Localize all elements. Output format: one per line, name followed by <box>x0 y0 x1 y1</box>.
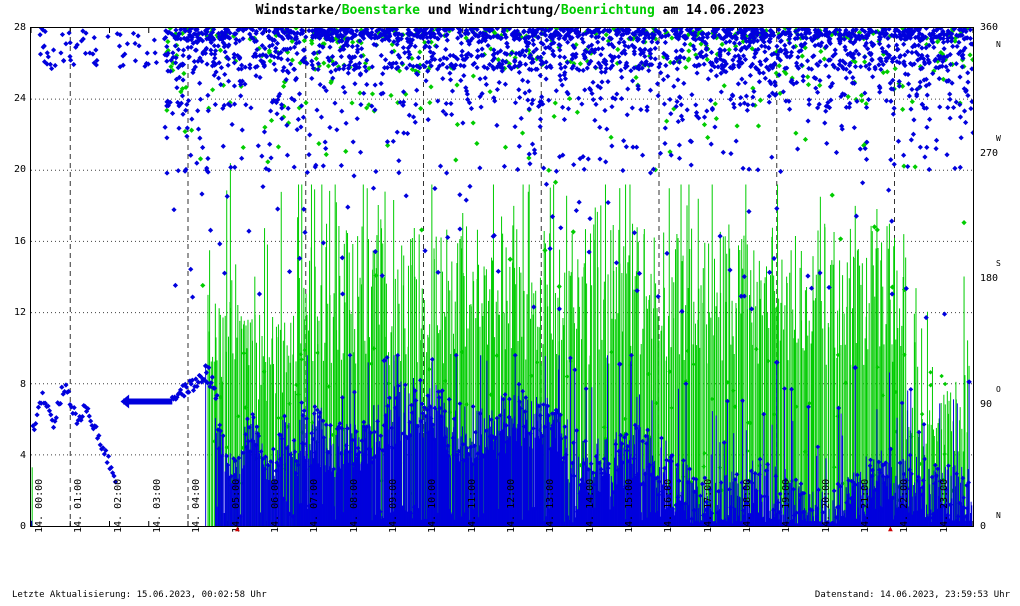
title-part-windstarke: Windstarke/ <box>255 3 342 18</box>
direction-label-n-top: N <box>996 40 1001 49</box>
x-tick-label-16: 14. 16:00 <box>663 478 675 533</box>
x-tick-label-11: 14. 11:00 <box>466 478 478 533</box>
x-tick-label-3: 14. 03:00 <box>152 478 163 533</box>
y-right-tick-180: 180 <box>980 273 999 284</box>
y-left-tick-16: 16 <box>13 236 26 247</box>
wind-speed-impulses <box>31 352 973 526</box>
footer-last-update: Letzte Aktualisierung: 15.06.2023, 00:02… <box>12 590 267 600</box>
y-left-tick-28: 28 <box>13 22 26 33</box>
x-tick-label-10: 14. 10:00 <box>427 478 439 533</box>
x-tick-label-2: 14. 02:00 <box>112 478 124 533</box>
x-tick-label-12: 14. 12:00 <box>506 478 517 533</box>
x-tick-label-19: 14. 19:00 <box>781 478 793 533</box>
x-tick-label-8: 14. 08:00 <box>348 478 360 533</box>
plot-area <box>30 27 974 527</box>
y-left-tick-4: 4 <box>19 450 26 461</box>
y-right-tick-360: 360 <box>980 22 999 33</box>
direction-label-n-bottom: N <box>996 511 1001 520</box>
y-right-tick-270: 270 <box>980 148 999 159</box>
x-tick-label-9: 14. 09:00 <box>388 478 399 533</box>
x-tick-label-7: 14. 07:00 <box>309 478 321 533</box>
chart-title: Windstarke/Boenstarke und Windrichtung/B… <box>0 3 1020 18</box>
x-tick-label-22: 14. 22:00 <box>899 478 911 533</box>
x-tick-label-23: 14. 23:00 <box>938 478 950 533</box>
x-tick-label-0: 14. 00:00 <box>34 478 45 533</box>
footer-data-state: Datenstand: 14.06.2023, 23:59:53 Uhr <box>814 590 1010 600</box>
x-tick-label-15: 14. 15:00 <box>624 478 635 533</box>
x-tick-label-6: 14. 06:00 <box>270 478 281 533</box>
x-tick-label-14: 14. 14:00 <box>584 478 596 533</box>
x-tick-label-4: 14. 04:00 <box>191 478 203 533</box>
y-left-tick-0: 0 <box>19 521 26 532</box>
title-part-boenstarke: Boenstarke <box>341 3 420 18</box>
x-tick-label-21: 14. 21:00 <box>860 478 871 533</box>
y-right-tick-0: 0 <box>980 521 987 532</box>
title-part-boenrichtung: Boenrichtung <box>560 3 655 18</box>
y-left-tick-24: 24 <box>13 93 26 104</box>
y-left-tick-20: 20 <box>13 164 26 175</box>
direction-label-o: O <box>996 385 1001 394</box>
x-tick-label-1: 14. 01:00 <box>73 478 85 533</box>
y-left-tick-12: 12 <box>13 307 26 318</box>
plot-canvas <box>31 28 973 526</box>
x-tick-label-20: 14. 20:00 <box>820 478 832 533</box>
title-part-date: am 14.06.2023 <box>654 3 765 18</box>
y-right-tick-90: 90 <box>980 399 993 410</box>
wind-direction-points <box>37 28 973 321</box>
x-tick-label-18: 14. 18:00 <box>742 478 753 533</box>
direction-label-s: S <box>996 259 1001 268</box>
title-part-und-windrichtung: und Windrichtung/ <box>419 3 561 18</box>
x-red-marker-2: ▲ <box>888 524 893 533</box>
direction-label-w: W <box>996 134 1001 143</box>
x-tick-label-13: 14. 13:00 <box>545 478 557 533</box>
x-red-marker-1: ▲ <box>235 524 240 533</box>
y-left-tick-8: 8 <box>19 379 26 390</box>
x-tick-label-17: 14. 17:00 <box>702 478 714 533</box>
